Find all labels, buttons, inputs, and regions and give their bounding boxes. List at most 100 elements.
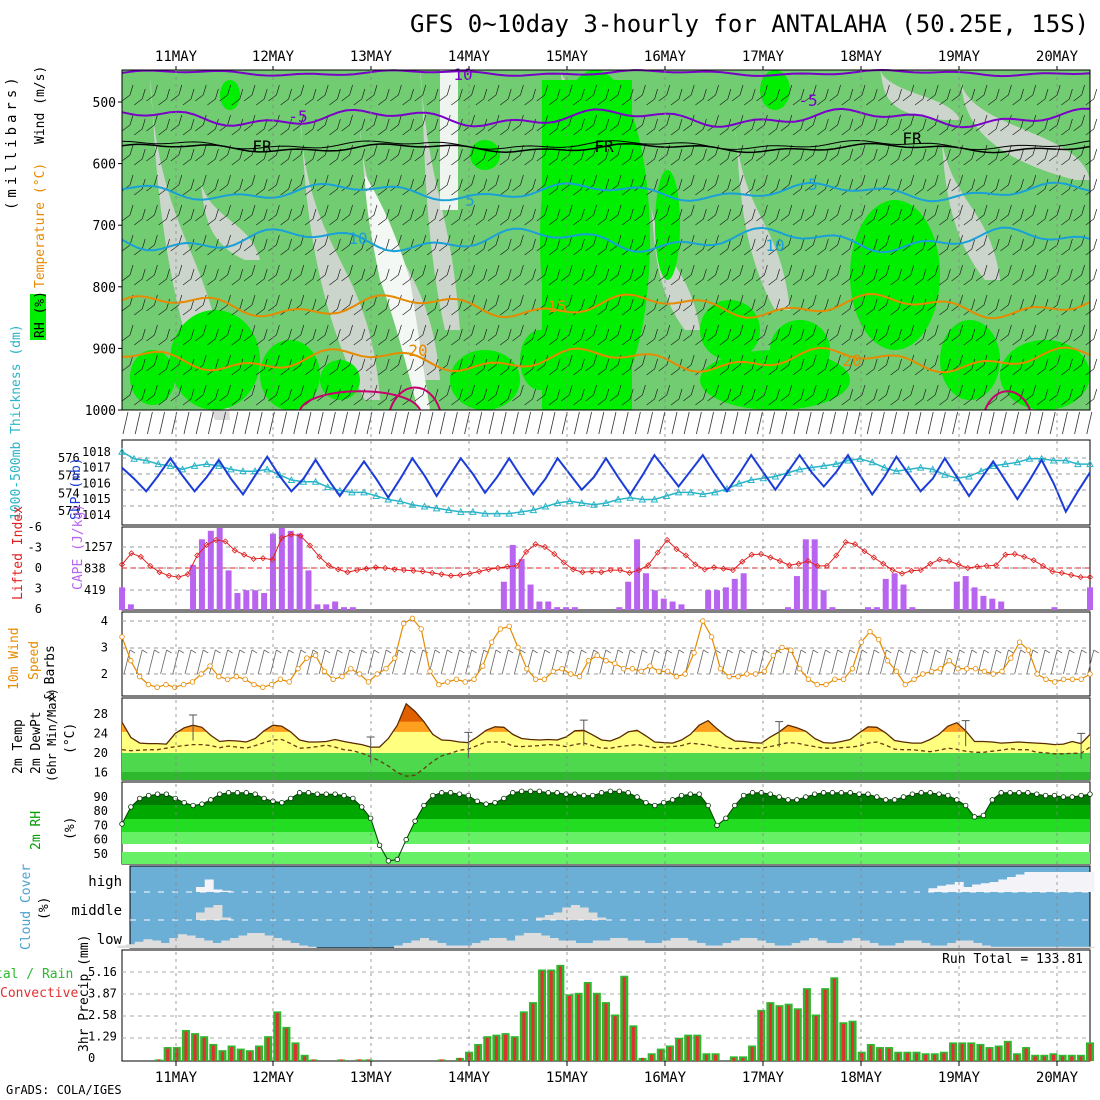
cloud-bar (980, 883, 990, 892)
cape-bar (571, 607, 578, 610)
cloud-bar (1059, 946, 1069, 948)
cloud-bar (757, 940, 767, 948)
wind-barb (743, 148, 756, 166)
precip-convective-bar (367, 1059, 371, 1061)
wind-barb (524, 328, 536, 346)
precip-convective-bar (604, 1003, 608, 1061)
cloud-bar (972, 884, 982, 892)
wind-barb (926, 174, 939, 192)
wind-barb (560, 324, 573, 342)
precip-convective-bar (1070, 1056, 1074, 1061)
wind-barb (756, 174, 768, 192)
wind-barb (634, 294, 646, 312)
cloud-bar (152, 940, 162, 948)
surface-barb (976, 411, 983, 435)
wind-barb (440, 649, 453, 675)
cape-bar (722, 587, 729, 610)
slp-tick-label: 1017 (82, 461, 111, 475)
li-point (570, 566, 577, 573)
wind-speed-point (708, 634, 715, 640)
wind-barb (926, 384, 939, 402)
wind-barb (377, 148, 390, 166)
li-point (739, 558, 746, 565)
li-point (823, 562, 830, 569)
wind-barb (914, 388, 927, 406)
rh-point (652, 802, 658, 809)
wind-barb (853, 294, 866, 312)
wind-speed-point (673, 673, 680, 680)
surface-barb (537, 411, 544, 435)
li-point (758, 550, 765, 558)
wind-barb (939, 268, 951, 286)
cloud-bar (954, 882, 964, 892)
wind-barb (1012, 208, 1024, 226)
li-point (316, 553, 323, 560)
thickness-point (771, 472, 780, 480)
li-point (438, 571, 445, 578)
surface-barb (720, 411, 727, 435)
wind-barb (255, 298, 268, 316)
wind-barb (268, 354, 280, 372)
precip-convective-bar (887, 1048, 891, 1061)
wind-barb (316, 84, 329, 102)
wind-barb (172, 649, 185, 675)
thickness-point (444, 506, 453, 514)
cloud-bar (588, 912, 598, 920)
li-tick-label: 6 (35, 602, 42, 616)
wind-barb (355, 649, 368, 675)
wind-barb (426, 178, 439, 196)
cloud-bar (774, 945, 784, 948)
rh-point (234, 790, 241, 796)
surface-barb (805, 411, 812, 435)
wind-barb (670, 88, 683, 106)
wind-barb (987, 358, 1000, 376)
wind-speed-point (752, 671, 759, 677)
wind-barb (707, 384, 719, 402)
wind-barb (282, 649, 294, 675)
x-tick-label-bottom: 12MAY (252, 1070, 295, 1086)
surface-barb (903, 411, 910, 435)
wind-barb (756, 384, 768, 402)
li-point (880, 560, 887, 567)
wind-barb (426, 388, 439, 406)
moist-region (320, 360, 360, 400)
wind-barb (780, 324, 793, 342)
wind-barb (487, 294, 500, 312)
ylabel-temperature: Temperature (°C) (33, 163, 48, 288)
wind-barb (804, 354, 817, 372)
wind-barb (731, 234, 744, 252)
wind-barb (194, 234, 207, 252)
wind-barb (280, 328, 292, 346)
wind-barb (170, 84, 183, 102)
wind-barb (243, 114, 256, 132)
surface-barb (696, 411, 702, 435)
li-point (175, 574, 182, 581)
wind-barb (975, 144, 988, 162)
wind-barb (231, 328, 244, 346)
wind-barb (573, 88, 585, 106)
surface-barb (708, 411, 714, 435)
rh-point (900, 794, 907, 800)
wind-barb (951, 204, 963, 222)
cloud-bar (437, 943, 447, 948)
wind-barb (182, 328, 195, 346)
wind-barb (451, 208, 463, 226)
wind-barb (939, 208, 951, 226)
wind-barb (621, 88, 634, 106)
wind-barb (831, 649, 843, 675)
cloud-bar (739, 938, 749, 948)
precip-convective-bar (677, 1039, 681, 1061)
surface-barb (330, 411, 336, 435)
wind-speed-point (867, 628, 873, 635)
temp-line (121, 702, 1091, 748)
moist-region (450, 350, 520, 410)
rh-point (767, 791, 773, 797)
rh-tick-label: 90 (94, 790, 108, 804)
surface-barb (293, 411, 300, 435)
wind-barb (316, 324, 329, 342)
wind-barb (817, 148, 829, 166)
thickness-point (323, 483, 332, 491)
cloud-bar (264, 935, 274, 948)
wind-barb (207, 208, 219, 226)
